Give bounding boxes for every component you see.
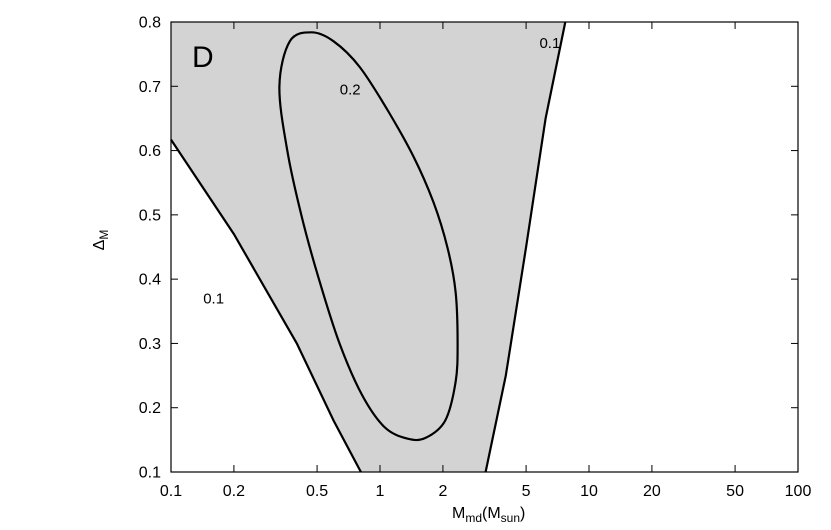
x-tick-label-4: 2 xyxy=(438,483,447,500)
x-tick-label-5: 5 xyxy=(522,483,531,500)
x-tick-label-1: 0.2 xyxy=(223,483,245,500)
contour-0.1-left-line xyxy=(170,138,362,473)
x-tick-label-3: 1 xyxy=(376,483,385,500)
shaded-region-layer xyxy=(171,22,566,472)
plot-frame xyxy=(170,21,799,473)
y-axis-title-main: Δ xyxy=(91,239,108,250)
contour-0.1-right-line xyxy=(484,21,567,473)
x-axis-title-close: ) xyxy=(520,505,525,522)
x-axis-title: Mmd(Msun) xyxy=(452,505,525,525)
shaded-region xyxy=(171,22,566,472)
x-axis-title-main: M xyxy=(452,505,465,522)
x-tick-label-0: 0.1 xyxy=(160,483,182,500)
panel-label: D xyxy=(192,41,214,74)
y-tick-label-4: 0.5 xyxy=(139,207,161,224)
y-axis-title-sub: M xyxy=(97,230,111,240)
tick-layer xyxy=(170,21,799,473)
contour-0.2-line xyxy=(278,31,459,442)
y-tick-label-7: 0.8 xyxy=(139,15,161,32)
x-axis-title-paren-sub: sun xyxy=(501,511,520,525)
y-axis-title: ΔM xyxy=(91,230,111,251)
tick-label-layer: 0.1 0.2 0.5 1 2 5 10 20 50 100 0.1 0.2 0.3 0.4 0.5 0.6 0… xyxy=(139,15,812,501)
x-tick-label-8: 50 xyxy=(726,483,744,500)
contour-layer xyxy=(170,21,567,473)
y-tick-label-1: 0.2 xyxy=(139,400,161,417)
contour-label-0: 0.1 xyxy=(203,290,224,307)
y-tick-label-0: 0.1 xyxy=(139,465,161,482)
x-tick-label-9: 100 xyxy=(785,483,812,500)
x-axis-title-sub: md xyxy=(465,511,482,525)
x-tick-label-2: 0.5 xyxy=(306,483,328,500)
contour-label-1: 0.2 xyxy=(340,82,361,99)
x-tick-label-7: 20 xyxy=(643,483,661,500)
y-tick-label-3: 0.4 xyxy=(139,272,161,289)
y-tick-label-5: 0.6 xyxy=(139,143,161,160)
x-tick-label-6: 10 xyxy=(580,483,598,500)
contour-label-2: 0.1 xyxy=(539,35,560,52)
annotation-layer: 0.1 0.2 0.1 xyxy=(203,35,560,307)
y-tick-label-6: 0.7 xyxy=(139,79,161,96)
x-axis-title-paren: (M xyxy=(482,505,501,522)
y-tick-label-2: 0.3 xyxy=(139,336,161,353)
